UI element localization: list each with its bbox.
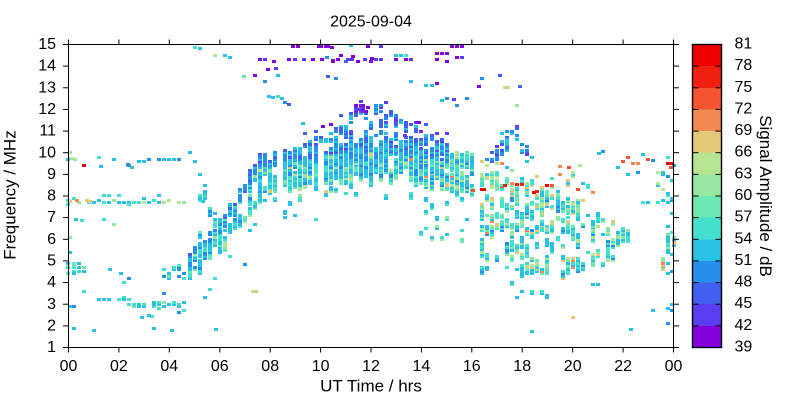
svg-text:12: 12 bbox=[362, 358, 380, 375]
svg-text:22: 22 bbox=[614, 358, 632, 375]
svg-text:69: 69 bbox=[735, 122, 753, 139]
svg-text:45: 45 bbox=[735, 295, 753, 312]
svg-text:42: 42 bbox=[735, 317, 753, 334]
svg-text:UT Time / hrs: UT Time / hrs bbox=[320, 377, 422, 396]
svg-text:7: 7 bbox=[47, 209, 56, 226]
svg-text:Frequency / MHz: Frequency / MHz bbox=[1, 130, 20, 259]
svg-text:48: 48 bbox=[735, 274, 753, 291]
svg-text:20: 20 bbox=[564, 358, 582, 375]
svg-text:1: 1 bbox=[47, 339, 56, 356]
svg-text:00: 00 bbox=[665, 358, 683, 375]
svg-text:3: 3 bbox=[47, 296, 56, 313]
svg-text:5: 5 bbox=[47, 253, 56, 270]
svg-text:78: 78 bbox=[735, 57, 753, 74]
svg-text:14: 14 bbox=[413, 358, 431, 375]
svg-text:6: 6 bbox=[47, 231, 56, 248]
svg-text:51: 51 bbox=[735, 252, 753, 269]
svg-text:02: 02 bbox=[110, 358, 128, 375]
svg-text:15: 15 bbox=[38, 36, 56, 53]
svg-text:16: 16 bbox=[463, 358, 481, 375]
svg-text:81: 81 bbox=[735, 36, 753, 53]
svg-text:66: 66 bbox=[735, 144, 753, 161]
svg-text:12: 12 bbox=[38, 101, 56, 118]
svg-text:8: 8 bbox=[47, 188, 56, 205]
svg-text:2: 2 bbox=[47, 318, 56, 335]
svg-text:9: 9 bbox=[47, 166, 56, 183]
svg-text:06: 06 bbox=[211, 358, 229, 375]
svg-text:72: 72 bbox=[735, 100, 753, 117]
svg-text:13: 13 bbox=[38, 79, 56, 96]
svg-text:11: 11 bbox=[39, 123, 56, 140]
svg-text:08: 08 bbox=[261, 358, 279, 375]
svg-text:00: 00 bbox=[60, 358, 78, 375]
svg-text:39: 39 bbox=[735, 339, 753, 356]
svg-text:2025-09-04: 2025-09-04 bbox=[330, 14, 412, 31]
svg-text:4: 4 bbox=[47, 274, 56, 291]
svg-text:10: 10 bbox=[312, 358, 330, 375]
svg-text:60: 60 bbox=[735, 187, 753, 204]
svg-text:57: 57 bbox=[735, 209, 753, 226]
svg-text:54: 54 bbox=[735, 230, 753, 247]
svg-text:Signal Amplitude / dB: Signal Amplitude / dB bbox=[756, 115, 775, 277]
svg-text:10: 10 bbox=[38, 144, 56, 161]
svg-text:14: 14 bbox=[38, 58, 56, 75]
svg-text:75: 75 bbox=[735, 79, 753, 96]
svg-text:63: 63 bbox=[735, 165, 753, 182]
svg-text:04: 04 bbox=[160, 358, 178, 375]
svg-text:18: 18 bbox=[513, 358, 531, 375]
